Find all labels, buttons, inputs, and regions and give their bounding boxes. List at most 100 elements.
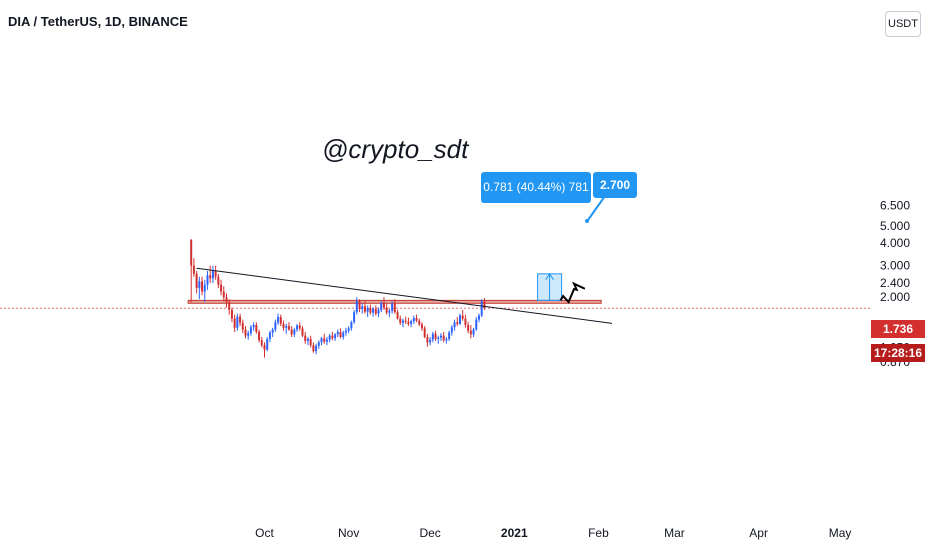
- projection-arrow[interactable]: [559, 281, 586, 304]
- candle: [323, 333, 326, 344]
- candle: [266, 336, 269, 352]
- candle: [239, 313, 242, 327]
- target-pointer: [587, 195, 606, 221]
- price-tick-label: 2.400: [880, 276, 910, 290]
- candle: [306, 336, 309, 346]
- candle-series: [190, 239, 486, 358]
- candle: [203, 279, 206, 303]
- price-tick-label: 3.000: [880, 259, 910, 273]
- candle: [268, 330, 271, 343]
- candle: [420, 322, 423, 331]
- candle: [290, 326, 293, 337]
- candle: [236, 313, 239, 331]
- candle: [434, 330, 437, 341]
- candle: [464, 314, 467, 328]
- candle: [412, 315, 415, 324]
- candle: [382, 297, 385, 310]
- candle: [442, 331, 445, 343]
- candle: [209, 265, 212, 284]
- candle: [255, 322, 258, 334]
- candle: [328, 333, 331, 343]
- candle: [350, 320, 353, 331]
- time-tick-label: Mar: [664, 526, 685, 540]
- candle: [358, 299, 361, 313]
- descending-trendline[interactable]: [196, 267, 613, 324]
- candle: [366, 305, 369, 318]
- candle: [377, 307, 380, 318]
- price-tick-label: 5.000: [880, 219, 910, 233]
- candle: [263, 342, 266, 358]
- candle: [429, 336, 432, 346]
- measure-label: 0.781 (40.44%) 781: [481, 172, 591, 203]
- candle: [439, 333, 442, 341]
- candle: [483, 297, 486, 310]
- candle: [334, 333, 337, 341]
- candle: [230, 307, 233, 323]
- candle: [298, 322, 301, 331]
- candle: [475, 317, 478, 331]
- currency-unit-button[interactable]: USDT: [885, 11, 921, 37]
- candle: [391, 301, 394, 314]
- candle: [304, 331, 307, 344]
- candle: [467, 321, 470, 334]
- candle: [190, 239, 193, 303]
- candle: [331, 331, 334, 341]
- bar-countdown-tag: 17:28:16: [871, 344, 925, 362]
- candle: [309, 335, 312, 348]
- candle: [228, 299, 231, 315]
- candle: [396, 309, 399, 320]
- symbol-title: DIA / TetherUS, 1D, BINANCE: [8, 14, 188, 29]
- candle: [456, 317, 459, 327]
- candle: [448, 330, 451, 341]
- candle: [325, 336, 328, 346]
- candle: [361, 303, 364, 314]
- candle: [293, 327, 296, 337]
- candle: [296, 323, 299, 332]
- candle: [415, 314, 418, 323]
- candle: [374, 305, 377, 316]
- candle: [225, 293, 228, 308]
- candle: [282, 320, 285, 331]
- candle: [271, 327, 274, 337]
- candle: [342, 330, 345, 340]
- candle: [480, 299, 483, 318]
- candle: [220, 279, 223, 296]
- candle: [214, 265, 217, 280]
- candle: [252, 322, 255, 331]
- measure-tool[interactable]: [537, 195, 606, 301]
- candle: [380, 301, 383, 313]
- candle: [355, 297, 358, 315]
- candle: [385, 303, 388, 315]
- candle: [274, 319, 277, 332]
- target-point: [585, 219, 589, 223]
- candle: [279, 314, 282, 327]
- candle: [393, 299, 396, 314]
- candle: [477, 313, 480, 323]
- candle: [426, 333, 429, 347]
- watermark-text: @crypto_sdt: [322, 134, 470, 164]
- candle: [418, 318, 421, 327]
- candle: [469, 324, 472, 339]
- candle: [260, 336, 263, 348]
- candle: [201, 276, 204, 296]
- time-tick-label: Dec: [419, 526, 440, 540]
- candle: [369, 304, 372, 315]
- time-tick-label: 2021: [501, 526, 528, 540]
- time-tick-label: Apr: [749, 526, 768, 540]
- candle: [407, 317, 410, 327]
- candle: [211, 265, 214, 284]
- target-price-label: 2.700: [593, 172, 637, 198]
- candle: [244, 326, 247, 339]
- candle: [287, 322, 290, 331]
- candle: [217, 273, 220, 289]
- candle: [401, 318, 404, 328]
- time-tick-label: Oct: [255, 526, 274, 540]
- candle: [195, 271, 198, 294]
- candle: [363, 301, 366, 314]
- candle: [315, 343, 318, 355]
- candle: [317, 340, 320, 349]
- price-tick-label: 4.000: [880, 236, 910, 250]
- last-price-tag: 1.736: [871, 320, 925, 338]
- candle: [247, 330, 250, 340]
